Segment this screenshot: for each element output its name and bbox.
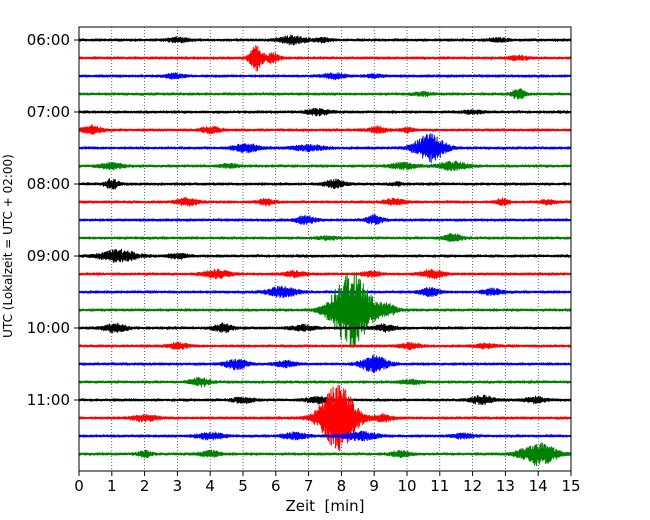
- x-tick-label-1: 1: [107, 477, 117, 495]
- trace-1045: [78, 376, 572, 388]
- trace-0945: [78, 271, 572, 349]
- trace-0700: [78, 107, 572, 117]
- y-tick-label-0: 06:00: [27, 31, 70, 49]
- trace-0900: [78, 248, 572, 263]
- trace-1000: [78, 322, 572, 334]
- trace-0915: [78, 268, 572, 280]
- plot-frame: [78, 26, 572, 472]
- y-tick-label-1: 07:00: [27, 103, 70, 121]
- y-tick-label-5: 11:00: [27, 391, 70, 409]
- trace-0730: [78, 133, 572, 164]
- trace-0800: [78, 178, 572, 190]
- trace-0830: [78, 214, 572, 226]
- x-tick-label-7: 7: [304, 477, 314, 495]
- x-tick-label-15: 15: [561, 477, 580, 495]
- x-tick-label-14: 14: [529, 477, 548, 495]
- trace-0645: [78, 88, 572, 100]
- trace-1015: [78, 341, 572, 351]
- trace-0630: [78, 72, 572, 81]
- y-tick-label-4: 10:00: [27, 319, 70, 337]
- trace-0745: [78, 160, 572, 172]
- x-tick-label-9: 9: [369, 477, 379, 495]
- trace-0815: [78, 196, 572, 207]
- trace-0930: [78, 285, 572, 299]
- x-axis-ticks: 0 1 2 3 4 5 6 7 8 9 10 11 12 13 14 15: [74, 471, 581, 495]
- trace-0845: [78, 233, 572, 242]
- x-tick-label-11: 11: [430, 477, 449, 495]
- y-tick-label-3: 09:00: [27, 247, 70, 265]
- x-tick-label-12: 12: [463, 477, 482, 495]
- x-tick-label-13: 13: [496, 477, 515, 495]
- x-tick-label-5: 5: [238, 477, 248, 495]
- trace-0600: [78, 34, 572, 46]
- x-tick-label-0: 0: [74, 477, 84, 495]
- trace-1130: [78, 430, 572, 442]
- trace-1145: [78, 442, 572, 467]
- x-axis-label: Zeit [min]: [285, 497, 364, 515]
- x-tick-label-3: 3: [173, 477, 183, 495]
- y-axis-label: UTC (Lokalzeit = UTC + 02:00): [1, 154, 15, 338]
- x-tick-label-4: 4: [205, 477, 215, 495]
- trace-1030: [78, 354, 572, 373]
- x-tick-label-10: 10: [397, 477, 416, 495]
- seismogram-traces: [78, 34, 572, 467]
- x-tick-label-8: 8: [337, 477, 347, 495]
- trace-0715: [78, 124, 572, 135]
- x-tick-label-6: 6: [271, 477, 281, 495]
- x-tick-label-2: 2: [140, 477, 150, 495]
- trace-0615: [78, 44, 572, 72]
- y-axis-ticks: 06:00 07:00 08:00 09:00 10:00 11:00: [27, 31, 79, 409]
- y-tick-label-2: 08:00: [27, 175, 70, 193]
